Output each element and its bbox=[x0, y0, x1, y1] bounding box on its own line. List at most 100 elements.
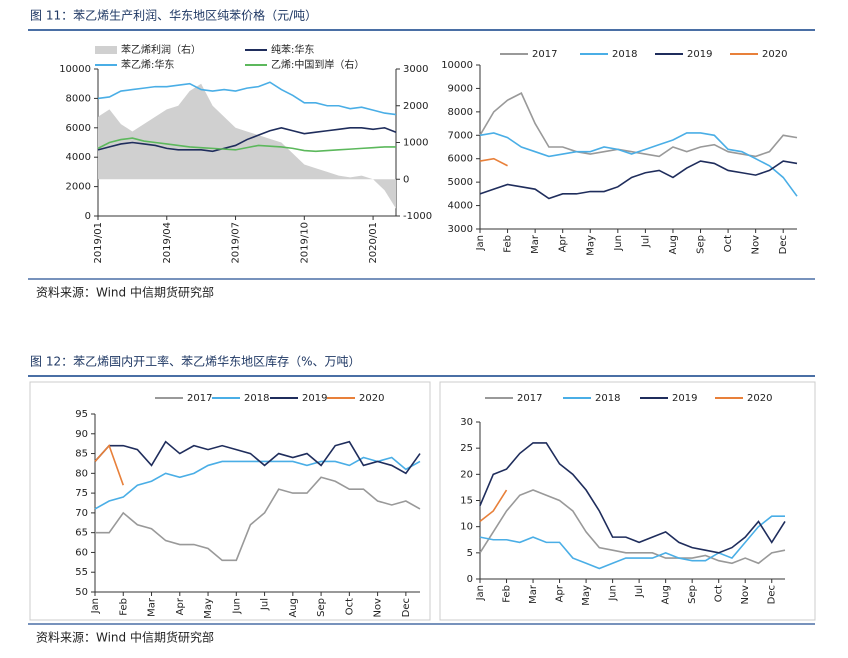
x-tick-label: Dec bbox=[778, 235, 789, 254]
series-line bbox=[97, 137, 396, 153]
y-tick-label: 4000 bbox=[448, 201, 473, 212]
x-tick-label: Apr bbox=[558, 234, 569, 252]
legend-label: 乙烯:中国到岸（右） bbox=[271, 58, 364, 71]
y-tick-label: 50 bbox=[75, 587, 88, 598]
x-tick-label: Feb bbox=[502, 585, 513, 603]
x-tick-label: Sep bbox=[687, 585, 698, 604]
legend-label: 2017 bbox=[517, 393, 542, 404]
legend-label: 2020 bbox=[747, 393, 772, 404]
x-tick-label: Jan bbox=[475, 235, 486, 251]
y-tick-label: 10000 bbox=[441, 60, 473, 71]
x-tick-label: Oct bbox=[723, 235, 734, 252]
y-tick-label: 75 bbox=[75, 488, 88, 499]
area bbox=[98, 83, 396, 209]
x-tick-label: Jan bbox=[90, 598, 101, 614]
legend-label: 2017 bbox=[532, 49, 557, 60]
series-line bbox=[94, 444, 125, 486]
legend-label: 2017 bbox=[187, 393, 212, 404]
y-tick-label: 95 bbox=[75, 409, 88, 420]
x-tick-label: Nov bbox=[751, 235, 762, 255]
y-tick-label: 90 bbox=[75, 429, 88, 440]
x-tick-label: Nov bbox=[373, 598, 384, 618]
y-tick-label: 10000 bbox=[59, 64, 91, 75]
y-tick-label: 9000 bbox=[448, 83, 473, 94]
y2-tick-label: 2000 bbox=[403, 101, 428, 112]
x-tick-label: Mar bbox=[528, 584, 539, 604]
legend-label: 苯乙烯利润（右） bbox=[121, 43, 201, 56]
legend-label: 苯乙烯:华东 bbox=[121, 58, 174, 71]
y2-tick-label: 1000 bbox=[403, 138, 428, 149]
legend-label: 纯苯:华东 bbox=[271, 43, 314, 56]
y-tick-label: 70 bbox=[75, 508, 88, 519]
x-tick-label: Aug bbox=[668, 235, 679, 255]
x-tick-label: 2020/01 bbox=[368, 222, 379, 264]
x-tick-label: Feb bbox=[503, 235, 514, 253]
y-tick-label: 80 bbox=[75, 468, 88, 479]
x-tick-label: Aug bbox=[288, 598, 299, 618]
series-line bbox=[94, 456, 421, 510]
x-tick-label: Mar bbox=[530, 234, 541, 254]
y2-tick-label: -1000 bbox=[403, 211, 432, 222]
legend-label: 2018 bbox=[244, 393, 269, 404]
y-tick-label: 6000 bbox=[448, 154, 473, 165]
legend-label: 2020 bbox=[762, 49, 787, 60]
series-line bbox=[479, 160, 798, 200]
y-tick-label: 2000 bbox=[66, 182, 91, 193]
series-line bbox=[97, 126, 397, 153]
y-tick-label: 7000 bbox=[448, 130, 473, 141]
source: 资料来源：Wind 中信期货研究部 bbox=[36, 630, 214, 645]
y-tick-label: 3000 bbox=[448, 224, 473, 235]
legend-swatch bbox=[95, 46, 117, 54]
y-tick-label: 20 bbox=[460, 469, 473, 480]
x-tick-label: Jul bbox=[260, 598, 271, 611]
figure-title: 图 11：苯乙烯生产利润、华东地区纯苯价格（元/吨） bbox=[30, 8, 317, 23]
x-tick-label: Jul bbox=[634, 585, 645, 598]
chart-frame bbox=[29, 381, 431, 621]
series-line bbox=[479, 157, 508, 167]
series-line bbox=[479, 489, 786, 565]
series-line bbox=[479, 489, 508, 523]
x-tick-label: Jun bbox=[613, 235, 624, 252]
y-tick-label: 15 bbox=[460, 496, 473, 507]
y-tick-label: 5000 bbox=[448, 177, 473, 188]
y-tick-label: 0 bbox=[467, 574, 473, 585]
y-tick-label: 10 bbox=[460, 522, 473, 533]
legend-label: 2018 bbox=[595, 393, 620, 404]
legend-label: 2019 bbox=[302, 393, 327, 404]
legend-label: 2018 bbox=[612, 49, 637, 60]
figure-title: 图 12：苯乙烯国内开工率、苯乙烯华东地区库存（%、万吨） bbox=[30, 354, 361, 369]
legend-label: 2019 bbox=[672, 393, 697, 404]
x-tick-label: Sep bbox=[316, 598, 327, 617]
x-tick-label: Jul bbox=[640, 235, 651, 248]
y2-tick-label: 3000 bbox=[403, 64, 428, 75]
x-tick-label: 2019/04 bbox=[162, 222, 173, 264]
y-tick-label: 5 bbox=[467, 548, 473, 559]
series-line bbox=[94, 440, 421, 475]
x-tick-label: Jun bbox=[608, 585, 619, 602]
series-line bbox=[479, 92, 798, 158]
x-tick-label: Jan bbox=[475, 585, 486, 601]
y-tick-label: 30 bbox=[460, 417, 473, 428]
x-tick-label: Feb bbox=[118, 598, 129, 616]
series-line bbox=[95, 476, 421, 562]
x-tick-label: Jun bbox=[231, 598, 242, 615]
x-tick-label: 2019/01 bbox=[93, 222, 104, 264]
x-tick-label: Aug bbox=[661, 585, 672, 605]
x-tick-label: Oct bbox=[344, 598, 355, 615]
series-line bbox=[479, 442, 786, 554]
chart-frame bbox=[439, 381, 816, 621]
y-tick-label: 55 bbox=[75, 567, 88, 578]
y-tick-label: 8000 bbox=[448, 107, 473, 118]
series-line bbox=[479, 515, 785, 570]
x-tick-label: Apr bbox=[175, 597, 186, 615]
series-line bbox=[97, 81, 397, 116]
legend-label: 2020 bbox=[359, 393, 384, 404]
x-tick-label: Nov bbox=[740, 585, 751, 605]
y-tick-label: 25 bbox=[460, 443, 473, 454]
x-tick-label: 2019/10 bbox=[299, 222, 310, 264]
legend-label: 2019 bbox=[687, 49, 712, 60]
y-tick-label: 60 bbox=[75, 547, 88, 558]
y-tick-label: 8000 bbox=[66, 93, 91, 104]
x-tick-label: May bbox=[581, 585, 592, 606]
